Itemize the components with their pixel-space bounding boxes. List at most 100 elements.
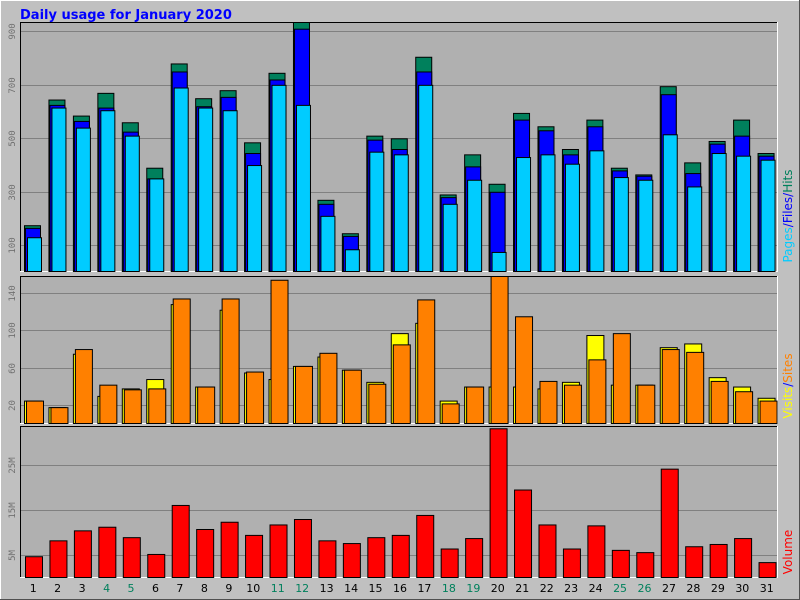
sites-bar-day-9 — [221, 298, 240, 425]
day-label-4: 4 — [103, 582, 110, 595]
volume-bar-day-25 — [611, 549, 630, 578]
chart-title: Daily usage for January 2020 — [20, 8, 232, 23]
day-label-24: 24 — [589, 582, 603, 595]
day-label-13: 13 — [320, 582, 334, 595]
sites-bar-day-14 — [343, 369, 362, 425]
middle-panel-tick-label: 140 — [8, 285, 18, 301]
legend-pages-files-hits: Pages/Files/Hits — [781, 169, 795, 262]
volume-bar-day-27 — [660, 468, 679, 579]
hits-bar-day-14 — [344, 249, 360, 272]
sites-bar-day-28 — [686, 351, 705, 424]
volume-bar-day-31 — [758, 562, 777, 578]
hits-bar-day-27 — [662, 134, 678, 272]
sites-bar-day-23 — [563, 384, 582, 425]
top-panel-tick-label: 500 — [8, 130, 18, 146]
hits-bar-day-9 — [222, 110, 238, 272]
sites-bar-day-17 — [417, 299, 436, 424]
sites-bar-day-24 — [588, 359, 607, 425]
sites-bar-day-15 — [368, 383, 387, 425]
top-panel-tick-label: 700 — [8, 77, 18, 93]
day-labels: 1 2 3 4 5 6 7 8 9 10 11 12 13 14 15 16 17 18 19 20 21 22 23 24 2… — [30, 582, 774, 595]
day-label-14: 14 — [344, 582, 358, 595]
hits-bar-day-29 — [711, 153, 727, 272]
day-label-3: 3 — [79, 582, 86, 595]
sites-bar-day-7 — [172, 298, 191, 425]
legend-visits-sites-item-visits: Visits — [781, 387, 795, 419]
day-label-25: 25 — [613, 582, 627, 595]
legend-pages-files-hits-item-hits: Hits — [781, 169, 795, 192]
hits-bar-day-26 — [638, 179, 654, 272]
sites-bar-day-16 — [392, 344, 411, 425]
panel-visits-sites: 20 60 100 140 — [8, 276, 778, 425]
day-label-22: 22 — [540, 582, 554, 595]
day-label-12: 12 — [295, 582, 309, 595]
volume-bar-day-8 — [196, 528, 215, 578]
legend-visits-sites-item-sites: Sites — [781, 353, 795, 382]
day-label-16: 16 — [393, 582, 407, 595]
sites-bar-day-21 — [515, 316, 534, 424]
panel-volume: 5M 15M 25M — [8, 426, 778, 579]
volume-bar-day-19 — [465, 538, 484, 579]
legend-pages-files-hits-separator: / — [781, 192, 795, 197]
hits-bar-day-12 — [295, 104, 311, 273]
day-label-27: 27 — [662, 582, 676, 595]
legend-visits-sites-separator: / — [781, 382, 795, 387]
hits-bar-day-15 — [369, 151, 385, 272]
top-panel-tick-label: 300 — [8, 184, 18, 200]
day-label-30: 30 — [735, 582, 749, 595]
day-label-19: 19 — [466, 582, 480, 595]
hits-bar-day-24 — [589, 150, 605, 272]
sites-bar-day-4 — [99, 384, 118, 425]
day-label-2: 2 — [54, 582, 61, 595]
top-panel-tick-label: 900 — [8, 23, 18, 39]
hits-bar-day-7 — [173, 87, 189, 272]
bottom-panel-tick-label: 5M — [8, 550, 18, 561]
legend-pages-files-hits-item-pages: Pages — [781, 227, 795, 262]
sites-bar-day-3 — [74, 349, 93, 424]
volume-bar-day-10 — [245, 534, 264, 578]
day-label-11: 11 — [271, 582, 285, 595]
hits-bar-day-19 — [467, 179, 483, 272]
volume-bar-day-11 — [269, 524, 288, 579]
hits-bar-day-8 — [198, 107, 214, 273]
hits-bar-day-4 — [100, 110, 116, 272]
volume-bar-day-23 — [562, 548, 581, 578]
volume-bar-day-28 — [685, 546, 704, 579]
middle-panel-tick-label: 60 — [8, 363, 18, 374]
hits-bar-day-16 — [393, 154, 409, 272]
hits-bar-day-2 — [51, 107, 67, 273]
sites-bar-day-19 — [466, 386, 485, 424]
volume-bar-day-15 — [367, 537, 386, 579]
day-label-31: 31 — [760, 582, 774, 595]
sites-bar-day-27 — [661, 349, 680, 424]
volume-bar-day-17 — [416, 514, 435, 578]
volume-bar-day-2 — [49, 540, 68, 578]
day-label-15: 15 — [369, 582, 383, 595]
bottom-panel-tick-label: 15M — [8, 502, 18, 519]
sites-bar-day-12 — [294, 365, 313, 424]
hits-bar-day-30 — [736, 155, 752, 272]
hits-bar-day-13 — [320, 215, 336, 272]
day-label-6: 6 — [152, 582, 159, 595]
day-label-20: 20 — [491, 582, 505, 595]
day-label-18: 18 — [442, 582, 456, 595]
day-label-9: 9 — [225, 582, 232, 595]
volume-bar-day-1 — [25, 556, 43, 578]
sites-bar-day-30 — [735, 391, 754, 424]
sites-bar-day-29 — [710, 380, 729, 425]
volume-bar-day-5 — [122, 537, 141, 579]
volume-bar-day-13 — [318, 540, 337, 578]
sites-bar-day-1 — [26, 400, 44, 424]
sites-bar-day-10 — [246, 371, 265, 425]
sites-bar-day-25 — [612, 333, 631, 425]
hits-bar-day-18 — [442, 203, 458, 272]
sites-bar-day-31 — [759, 400, 778, 424]
day-label-8: 8 — [201, 582, 208, 595]
volume-bar-day-4 — [98, 526, 117, 578]
middle-panel-tick-label: 20 — [8, 400, 18, 411]
sites-bar-day-5 — [123, 389, 142, 424]
hits-bar-day-11 — [271, 84, 287, 272]
